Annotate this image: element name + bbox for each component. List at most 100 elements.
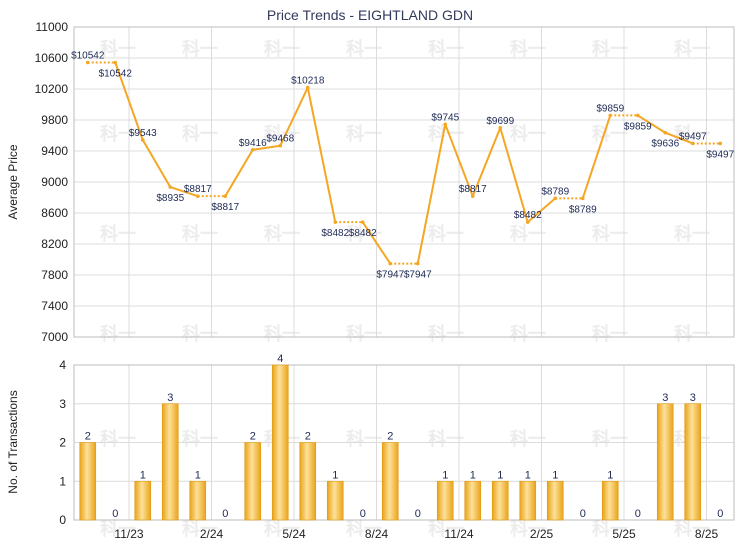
- price-point: [360, 220, 365, 224]
- transaction-count-label: 1: [552, 469, 558, 481]
- watermark-text: 科一: [674, 518, 710, 540]
- price-data-label: $8817: [459, 184, 487, 195]
- price-data-label: $10542: [99, 68, 133, 79]
- transaction-bar: [601, 480, 619, 521]
- price-data-label: $8789: [569, 204, 597, 215]
- watermark-text: 科一: [182, 428, 218, 450]
- watermark-text: 科一: [264, 518, 300, 540]
- watermark-text: 科一: [182, 323, 218, 345]
- transaction-count-label: 2: [250, 431, 256, 443]
- watermark-text: 科一: [346, 38, 382, 60]
- price-series-line: [87, 61, 721, 265]
- price-point: [690, 141, 695, 146]
- price-data-label: $8817: [211, 202, 239, 213]
- transaction-bar: [491, 480, 509, 521]
- transaction-bars: [79, 364, 702, 521]
- watermark-text: 科一: [510, 123, 546, 145]
- watermark-text: 科一: [510, 518, 546, 540]
- transaction-bar: [326, 480, 344, 521]
- price-data-label: $8482: [514, 210, 542, 221]
- transaction-bar: [381, 442, 399, 521]
- transaction-count-label: 3: [690, 392, 696, 404]
- transaction-bar: [271, 364, 289, 521]
- price-line-segment: [252, 144, 281, 151]
- transaction-count-label: 1: [195, 469, 201, 481]
- price-data-label: $8482: [349, 228, 377, 239]
- watermark-text: 科一: [346, 123, 382, 145]
- transaction-count-label: 0: [360, 508, 366, 520]
- price-point: [663, 130, 668, 135]
- watermark-text: 科一: [510, 223, 546, 245]
- transactions-y-tick-label: 0: [59, 513, 66, 527]
- price-data-label: $8935: [156, 193, 184, 204]
- transactions-y-ticks: 0 1 2 3 4: [59, 358, 66, 527]
- transaction-bar: [161, 403, 179, 521]
- x-tick-label: 11/23: [114, 527, 143, 541]
- price-line-segment: [169, 186, 199, 198]
- transaction-count-label: 1: [470, 469, 476, 481]
- price-line-segment: [499, 127, 529, 223]
- price-point: [580, 196, 585, 201]
- x-tick-label: 2/24: [200, 527, 224, 541]
- transaction-count-label: 1: [525, 469, 531, 481]
- price-point: [470, 194, 475, 198]
- price-data-label: $7947: [404, 270, 432, 281]
- price-data-label: $9497: [679, 131, 707, 142]
- price-line-segment: [224, 149, 254, 197]
- transaction-bar: [134, 480, 152, 521]
- watermark-text: 科一: [428, 518, 464, 540]
- transaction-count-label: 0: [415, 508, 421, 520]
- watermark-text: 科一: [346, 223, 382, 245]
- x-tick-label: 5/25: [612, 527, 636, 541]
- price-line-segment: [416, 124, 447, 264]
- transaction-bar: [436, 480, 454, 521]
- transactions-y-tick-label: 2: [59, 436, 66, 450]
- watermark-text: 科一: [592, 428, 628, 450]
- price-data-label: $9745: [431, 112, 459, 123]
- transaction-bar: [189, 480, 207, 521]
- price-y-tick-label: 11000: [36, 20, 69, 34]
- price-point: [553, 196, 558, 201]
- x-tick-label: 8/24: [365, 527, 389, 541]
- transactions-panel: 0 1 2 3 4 No. of Transactions 2 0 1 3 1 0 2 4 2 1 0 2 0 1…: [6, 353, 735, 541]
- price-data-label: $9636: [651, 139, 679, 150]
- price-point: [113, 60, 118, 65]
- watermark-text: 科一: [674, 38, 710, 60]
- price-y-tick-label: 9400: [41, 144, 68, 158]
- price-line-segment: [471, 127, 502, 197]
- price-data-label: $10218: [291, 76, 325, 87]
- watermark-text: 科一: [182, 223, 218, 245]
- price-y-tick-label: 9800: [41, 113, 68, 127]
- transaction-count-label: 0: [635, 508, 641, 520]
- transaction-bar: [244, 442, 262, 521]
- price-line-segment: [527, 197, 556, 223]
- transaction-count-label: 2: [387, 431, 393, 443]
- price-point: [525, 220, 530, 224]
- price-data-label: $9468: [266, 134, 294, 145]
- price-line-segment: [279, 87, 309, 147]
- price-point: [718, 141, 723, 146]
- x-tick-label: 2/25: [530, 527, 554, 541]
- x-tick-label: 5/24: [282, 527, 306, 541]
- watermark-text: 科一: [674, 323, 710, 345]
- price-data-label: $9497: [706, 149, 734, 160]
- transaction-count-label: 1: [607, 469, 613, 481]
- price-data-label: $7947: [376, 270, 404, 281]
- price-line-segment: [581, 115, 612, 199]
- price-y-axis-title: Average Price: [6, 144, 20, 219]
- watermark-text: 科一: [592, 518, 628, 540]
- watermark-text: 科一: [592, 123, 628, 145]
- transaction-count-label: 0: [580, 508, 586, 520]
- watermark-text: 科一: [428, 123, 464, 145]
- price-points: [85, 60, 723, 266]
- price-line-segment: [141, 139, 172, 188]
- watermark-text: 科一: [182, 518, 218, 540]
- watermark-text: 科一: [264, 223, 300, 245]
- price-plot-frame: [73, 26, 735, 338]
- x-tick-label: 11/24: [444, 527, 473, 541]
- transaction-bar: [299, 442, 317, 521]
- price-point: [85, 60, 90, 65]
- transaction-count-label: 1: [140, 469, 146, 481]
